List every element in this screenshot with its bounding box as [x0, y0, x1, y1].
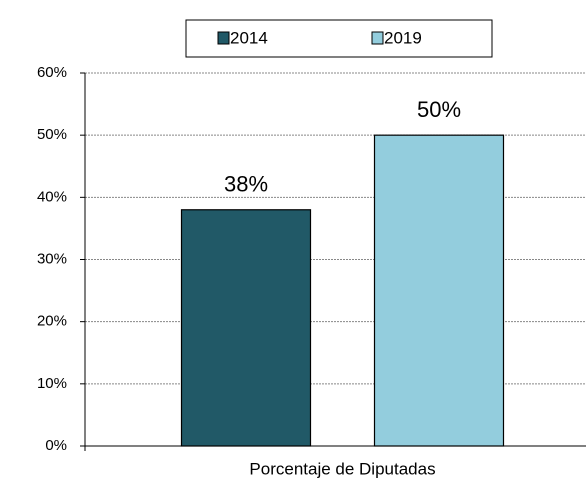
- y-tick-label: 10%: [37, 375, 67, 392]
- y-tick-label: 50%: [37, 126, 67, 143]
- legend-label: 2014: [230, 28, 268, 47]
- data-label: 50%: [417, 97, 461, 122]
- data-label: 38%: [224, 172, 268, 197]
- legend-label: 2019: [384, 28, 422, 47]
- bar: [373, 134, 505, 447]
- y-tick-label: 20%: [37, 313, 67, 330]
- legend-box: [185, 19, 493, 58]
- legend-swatch: [217, 31, 230, 45]
- y-tick-label: 0%: [45, 437, 67, 454]
- y-tick-label: 60%: [37, 64, 67, 81]
- y-tick-label: 40%: [37, 188, 67, 205]
- legend-swatch: [371, 31, 384, 45]
- bar: [180, 209, 312, 447]
- x-tick-label: Porcentaje de Diputadas: [249, 459, 435, 478]
- y-tick-label: 30%: [37, 250, 67, 267]
